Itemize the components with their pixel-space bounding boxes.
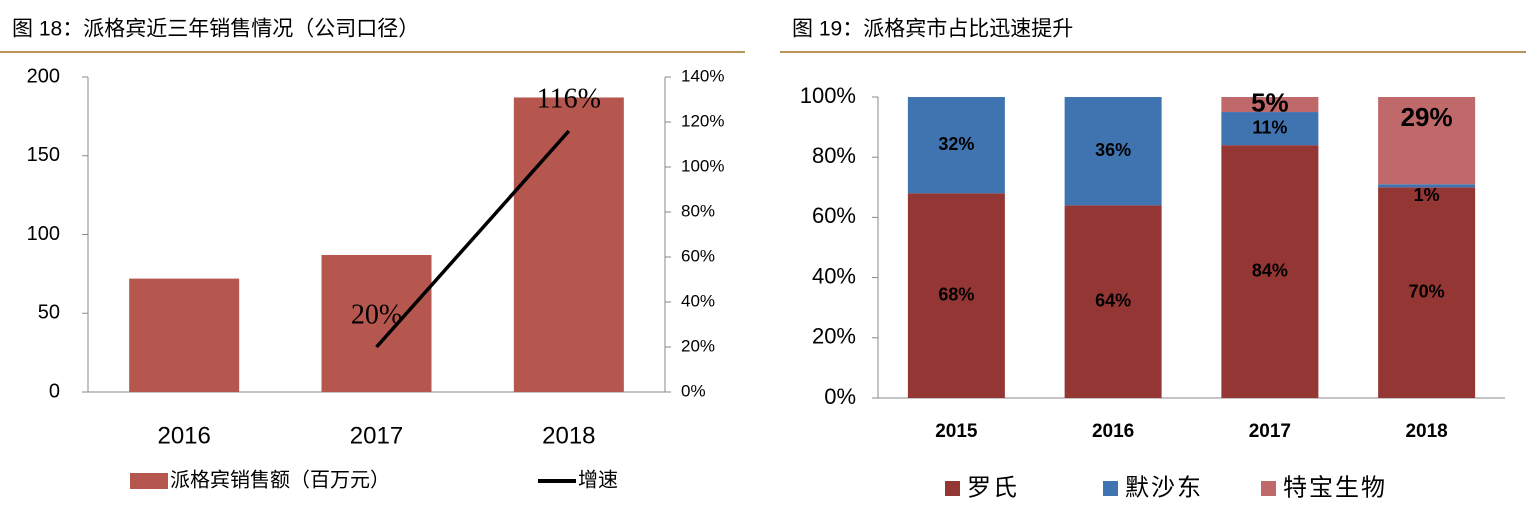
legend-swatch [130,473,168,489]
legend-label: 特宝生物 [1283,474,1387,501]
bar-segment [1378,97,1476,185]
data-label: 32% [938,134,974,154]
bar [321,254,432,392]
legend-label: 增速 [578,468,618,491]
y2-tick-label: 60% [681,246,715,265]
y2-tick-label: 20% [681,336,715,355]
y2-tick-label: 120% [681,111,724,130]
y2-tick-label: 140% [681,66,724,85]
bar-segment [1378,187,1476,398]
y-tick-label: 150 [27,144,60,166]
y2-tick-label: 40% [681,291,715,310]
bar-segment [907,97,1005,194]
data-label: 116% [537,83,601,114]
data-label: 5% [1251,87,1289,117]
data-label: 70% [1409,281,1445,301]
data-label: 1% [1414,185,1440,205]
x-tick-label: 2016 [157,422,210,449]
x-tick-label: 2017 [1249,421,1291,442]
bar-segment [1064,205,1162,398]
data-label: 36% [1095,140,1131,160]
x-tick-label: 2018 [1405,421,1447,442]
data-label: 64% [1095,290,1131,310]
y-tick-label: 40% [812,263,856,288]
bar-segment [1221,112,1319,146]
line [375,129,571,349]
y-tick-label: 0% [824,384,856,409]
legend-swatch [945,481,960,496]
y2-tick-label: 0% [681,381,706,400]
bar-segment [1221,97,1319,113]
bar [513,97,624,392]
y-tick-label: 50 [38,302,60,324]
data-label: 29% [1401,102,1453,132]
bar-segment [1378,184,1476,188]
x-tick-label: 2016 [1092,421,1134,442]
legend-label: 派格宾销售额（百万元） [170,468,390,491]
y-tick-label: 80% [812,143,856,168]
bar-segment [1064,97,1162,206]
legend-label: 默沙东 [1125,474,1203,501]
bar-segment [1221,145,1319,398]
x-tick-label: 2018 [542,422,595,449]
data-label: 11% [1252,117,1287,137]
y-tick-label: 100 [27,223,60,245]
y-tick-label: 100% [800,83,856,108]
data-label: 68% [938,284,974,304]
y2-tick-label: 80% [681,201,715,220]
data-label: 84% [1252,260,1288,280]
x-tick-label: 2017 [350,422,403,449]
chart-title: 图 19：派格宾市占比迅速提升 [792,18,1073,41]
chart-title: 图 18：派格宾近三年销售情况（公司口径） [12,18,419,41]
y-tick-label: 20% [812,324,856,349]
bar-segment [907,193,1005,398]
y2-tick-label: 100% [681,156,724,175]
bar [129,278,240,392]
y-tick-label: 60% [812,203,856,228]
y-tick-label: 0 [49,380,60,402]
x-tick-label: 2015 [935,421,978,442]
legend-swatch [1261,481,1276,496]
legend-label: 罗氏 [967,474,1019,501]
legend-swatch [1103,481,1118,496]
y-tick-label: 200 [27,65,60,87]
